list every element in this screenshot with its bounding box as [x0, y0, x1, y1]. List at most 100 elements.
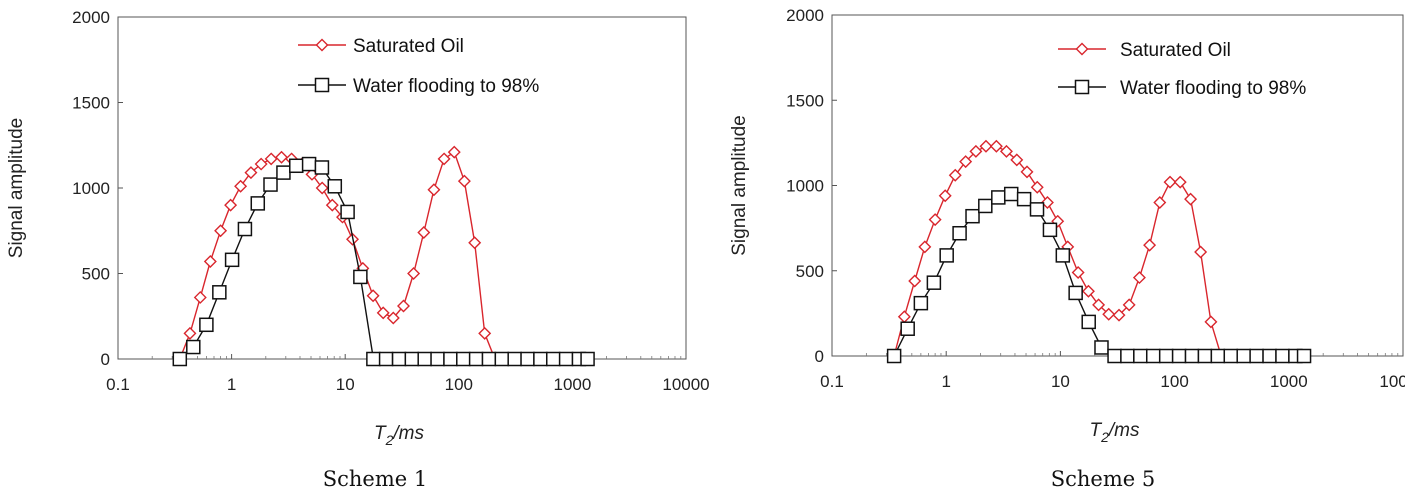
- data-point-square: [507, 351, 522, 367]
- data-point-diamond: [1010, 153, 1024, 167]
- data-point-square: [1120, 348, 1135, 364]
- data-point-diamond: [315, 38, 329, 52]
- x-tick-label: 1: [227, 375, 236, 394]
- data-point-square: [263, 177, 278, 192]
- data-point-square: [237, 221, 253, 237]
- data-point-diamond: [897, 310, 911, 324]
- x-tick-label: 100: [445, 375, 473, 394]
- data-point-diamond: [1081, 284, 1095, 298]
- data-point-square: [199, 317, 214, 333]
- data-point-diamond: [948, 168, 962, 182]
- data-point-diamond: [234, 179, 248, 193]
- data-point-square: [289, 158, 304, 174]
- data-point-diamond: [1075, 42, 1089, 56]
- data-point-square: [353, 269, 368, 285]
- data-point-diamond: [1122, 298, 1136, 312]
- data-point-diamond: [1112, 308, 1126, 322]
- data-point-diamond: [203, 255, 217, 269]
- data-point-diamond: [1132, 271, 1146, 285]
- series-water-flooding: [172, 156, 595, 367]
- data-point-square: [314, 77, 330, 93]
- data-point-square: [965, 208, 980, 224]
- data-point-square: [1275, 348, 1290, 364]
- data-point-diamond: [928, 213, 942, 227]
- x-tick-label: 10000: [1379, 372, 1405, 391]
- x-tick-label: 10: [336, 375, 355, 394]
- y-axis-label: Signal amplitude: [6, 118, 27, 258]
- data-point-square: [1262, 348, 1277, 364]
- data-point-square: [1197, 348, 1213, 364]
- data-point-square: [1133, 348, 1148, 364]
- data-point-diamond: [1143, 238, 1157, 252]
- x-tick-label: 10: [1051, 372, 1070, 391]
- data-point-square: [494, 351, 510, 367]
- data-point-square: [886, 348, 902, 364]
- data-point-diamond: [193, 290, 207, 304]
- data-point-square: [558, 351, 574, 367]
- data-point-square: [1094, 340, 1109, 355]
- data-point-diamond: [468, 236, 482, 250]
- legend-label: Saturated Oil: [353, 36, 464, 57]
- legend-label: Water flooding to 98%: [1120, 78, 1306, 99]
- y-tick-label: 1000: [72, 179, 110, 198]
- x-tick-label: 1000: [1270, 372, 1308, 391]
- data-point-diamond: [1071, 265, 1085, 279]
- data-point-diamond: [366, 289, 380, 303]
- data-point-diamond: [959, 155, 973, 169]
- y-tick-label: 1500: [786, 91, 824, 110]
- data-point-square: [224, 252, 240, 268]
- data-point-square: [340, 204, 355, 220]
- y-tick-label: 1500: [72, 94, 110, 113]
- data-point-square: [404, 351, 420, 367]
- data-point-diamond: [407, 267, 421, 280]
- data-point-diamond: [183, 326, 197, 340]
- data-point-square: [1016, 191, 1032, 207]
- data-point-square: [1249, 348, 1264, 364]
- data-point-diamond: [989, 139, 1003, 153]
- x-tick-label: 100: [1160, 372, 1188, 391]
- data-point-square: [926, 275, 942, 290]
- y-tick-label: 1000: [786, 177, 824, 196]
- data-point-diamond: [999, 144, 1013, 158]
- data-point-square: [978, 198, 993, 214]
- data-point-diamond: [437, 152, 451, 166]
- data-point-diamond: [1173, 175, 1187, 189]
- data-point-square: [1145, 348, 1161, 364]
- data-point-square: [939, 248, 954, 263]
- chart-caption: Scheme 5: [1051, 467, 1155, 491]
- data-point-diamond: [275, 150, 288, 164]
- data-point-diamond: [938, 189, 952, 203]
- data-point-square: [580, 351, 595, 367]
- x-tick-label: 0.1: [820, 372, 844, 391]
- data-point-square: [1107, 348, 1122, 364]
- chart-caption: Scheme 1: [323, 467, 427, 491]
- data-point-diamond: [478, 326, 492, 340]
- data-point-square: [1236, 348, 1251, 364]
- data-point-square: [1210, 348, 1226, 364]
- data-point-square: [417, 351, 432, 367]
- data-point-square: [212, 285, 227, 300]
- chart-scheme-5: 0 500 1000 1500 2000 0.1 1 10 100 1000 10000 Signal…: [729, 6, 1405, 491]
- data-point-square: [1081, 314, 1096, 330]
- series-water-flooding: [886, 186, 1312, 364]
- data-point-square: [1068, 285, 1083, 301]
- data-point-diamond: [969, 144, 983, 158]
- data-point-square: [952, 225, 967, 241]
- y-tick-label: 500: [82, 265, 110, 284]
- y-tick-label: 0: [101, 350, 110, 369]
- y-tick-label: 2000: [786, 6, 824, 25]
- y-axis-label: Signal amplitude: [729, 115, 750, 255]
- x-tick-label: 1: [941, 372, 950, 391]
- data-point-square: [186, 339, 201, 355]
- x-tick-label: 1000: [553, 375, 591, 394]
- y-tick-label: 2000: [72, 8, 110, 27]
- data-point-square: [250, 196, 266, 211]
- data-point-diamond: [1102, 307, 1116, 321]
- data-point-square: [900, 321, 915, 336]
- data-point-square: [533, 351, 548, 367]
- x-tick-label: 10000: [662, 375, 709, 394]
- y-tick-label: 0: [815, 347, 824, 366]
- data-point-diamond: [1194, 245, 1208, 259]
- data-point-square: [1042, 222, 1058, 238]
- data-point-diamond: [325, 198, 339, 212]
